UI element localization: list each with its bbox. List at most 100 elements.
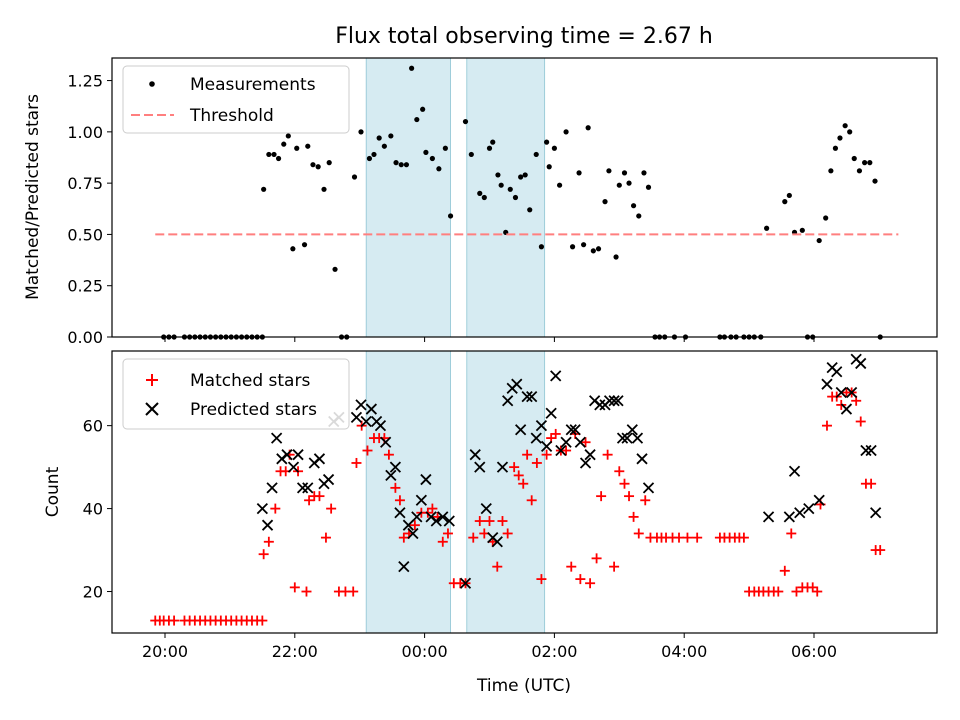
measurement-point bbox=[315, 164, 321, 170]
top-panel-marks bbox=[155, 65, 899, 340]
matched-stars-point bbox=[561, 445, 572, 456]
predicted-stars-point bbox=[270, 432, 283, 444]
measurement-point bbox=[398, 162, 404, 168]
predicted-stars-point bbox=[502, 395, 514, 407]
measurement-point bbox=[576, 170, 582, 176]
measurement-point bbox=[477, 190, 483, 196]
measurement-point bbox=[358, 129, 364, 135]
measurement-point bbox=[867, 160, 873, 166]
predicted-stars-point bbox=[821, 378, 833, 390]
predicted-stars-point bbox=[281, 449, 293, 461]
predicted-stars-point bbox=[521, 390, 533, 403]
matched-stars-point bbox=[779, 565, 790, 576]
matched-stars-point bbox=[580, 437, 591, 448]
x-tick-label: 02:00 bbox=[531, 642, 577, 661]
predicted-stars-point bbox=[560, 436, 572, 448]
measurement-point bbox=[847, 129, 853, 135]
predicted-stars-point bbox=[831, 366, 843, 378]
matched-stars-point bbox=[257, 615, 268, 626]
measurement-point bbox=[436, 166, 442, 172]
matched-stars-point bbox=[289, 582, 300, 593]
predicted-stars-point bbox=[398, 561, 410, 573]
predicted-stars-point bbox=[380, 436, 392, 448]
measurement-point bbox=[423, 149, 429, 155]
observing-window bbox=[365, 57, 451, 338]
predicted-stars-point bbox=[511, 378, 523, 390]
y-tick-label: 0.50 bbox=[67, 225, 103, 244]
predicted-stars-point bbox=[616, 432, 629, 444]
matched-stars-point bbox=[394, 495, 405, 506]
observing-window bbox=[466, 57, 546, 338]
bottom-x-ticks: 20:00 22:00 00:00 02:00 04:00 06:00 bbox=[142, 633, 837, 661]
matched-stars-point bbox=[596, 491, 607, 502]
predicted-stars-point bbox=[569, 424, 581, 436]
bottom-legend-box bbox=[122, 358, 350, 430]
measurement-point bbox=[851, 155, 857, 162]
matched-stars-point bbox=[442, 528, 453, 539]
predicted-stars-point bbox=[865, 444, 877, 457]
matched-stars-point bbox=[674, 532, 685, 543]
measurement-point bbox=[261, 186, 267, 192]
bottom-y-axis-label: Count bbox=[43, 466, 63, 517]
matched-stars-point bbox=[550, 428, 561, 439]
top-y-ticks: 0.00 0.25 0.50 0.75 1.00 1.25 bbox=[67, 72, 112, 347]
measurement-point bbox=[606, 168, 612, 174]
measurements-legend-label: Measurements bbox=[190, 75, 316, 95]
predicted-stars-point bbox=[621, 432, 633, 444]
measurement-point bbox=[481, 194, 487, 201]
matched-stars-point bbox=[541, 449, 552, 460]
measurement-point bbox=[581, 242, 587, 248]
measurement-point bbox=[816, 237, 822, 244]
measurement-point bbox=[414, 116, 420, 123]
matched-stars-point bbox=[513, 470, 524, 481]
measurement-point bbox=[563, 129, 569, 135]
measurement-point bbox=[786, 192, 792, 199]
y-tick-label: 0.00 bbox=[67, 328, 103, 347]
measurement-point bbox=[595, 246, 602, 252]
predicted-stars-point bbox=[870, 507, 882, 519]
measurements-legend-marker bbox=[149, 81, 155, 87]
measurement-point bbox=[388, 133, 394, 139]
measurement-point bbox=[585, 125, 591, 131]
matched-stars-point bbox=[866, 478, 877, 489]
matched-stars-point bbox=[362, 445, 373, 456]
predicted-stars-point bbox=[443, 515, 455, 527]
x-tick-label: 04:00 bbox=[661, 642, 707, 661]
predicted-stars-point bbox=[374, 420, 387, 432]
top-legend: Measurements Threshold bbox=[122, 65, 350, 134]
predicted-stars-point bbox=[302, 482, 314, 494]
matched-stars-point bbox=[326, 503, 337, 514]
predicted-stars-point bbox=[603, 395, 616, 407]
matched-stars-point bbox=[602, 449, 613, 460]
y-tick-label: 20 bbox=[83, 583, 103, 602]
measurement-point bbox=[538, 244, 545, 250]
matched-stars-point bbox=[692, 532, 703, 543]
bottom-y-ticks: 20 40 60 bbox=[83, 417, 112, 602]
measurement-point bbox=[371, 151, 377, 158]
predicted-stars-point bbox=[496, 461, 509, 473]
measurement-point bbox=[275, 155, 282, 162]
measurement-point bbox=[468, 151, 474, 158]
matched-stars-point bbox=[427, 503, 438, 514]
predicted-stars-point bbox=[256, 502, 268, 515]
y-tick-label: 60 bbox=[83, 417, 103, 436]
measurement-point bbox=[447, 213, 454, 219]
measurement-point bbox=[544, 139, 550, 145]
observing-windows bbox=[365, 57, 546, 338]
measurement-point bbox=[782, 199, 788, 205]
predicted-stars-point bbox=[535, 420, 548, 432]
predicted-stars-point bbox=[788, 465, 801, 477]
measurement-point bbox=[856, 168, 863, 174]
predicted-stars-point bbox=[389, 461, 402, 473]
y-tick-label: 0.75 bbox=[67, 174, 103, 193]
measurement-point bbox=[294, 145, 300, 151]
matched-stars-point bbox=[314, 491, 325, 502]
matched-stars-point bbox=[497, 516, 508, 527]
observing-windows bbox=[365, 350, 546, 634]
predicted-stars-point bbox=[631, 432, 644, 444]
matched-stars-point bbox=[270, 503, 281, 514]
top-legend-box bbox=[122, 65, 350, 134]
predicted-stars-point bbox=[783, 511, 795, 523]
measurement-point bbox=[556, 182, 563, 188]
predicted-stars-point bbox=[846, 386, 858, 399]
